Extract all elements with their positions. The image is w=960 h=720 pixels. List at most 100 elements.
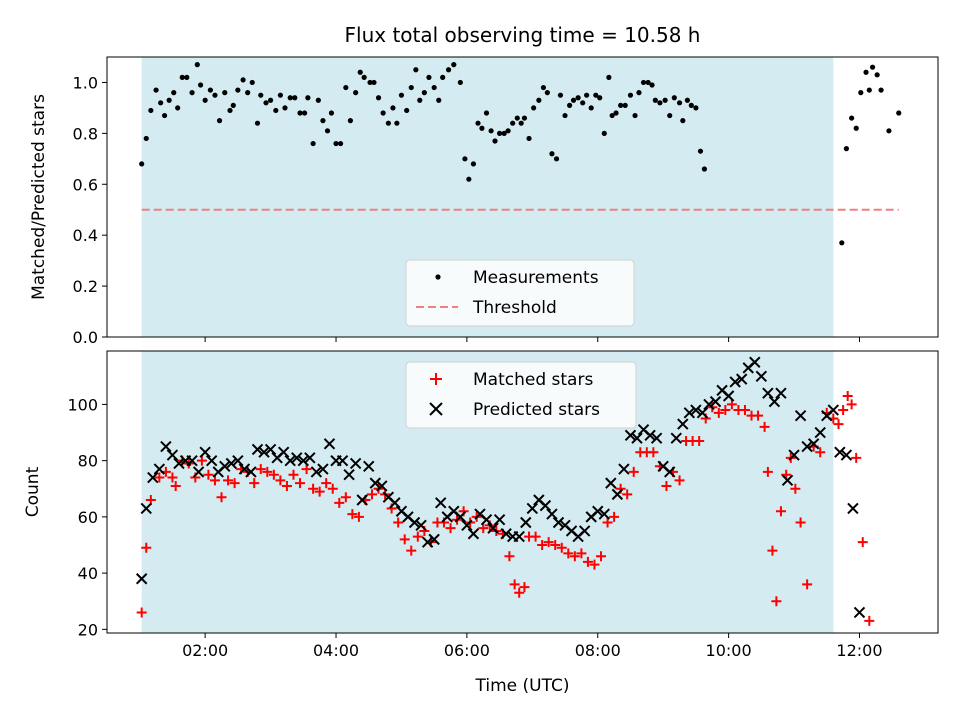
measurement-point [161,112,168,119]
matched-point [223,475,234,486]
predicted-point [389,497,401,509]
predicted-point [467,528,480,540]
matched-point [203,469,214,480]
legend-predicted-marker [429,402,443,416]
measurement-point [609,112,615,119]
measurement-point [249,79,255,86]
predicted-point [238,463,251,475]
predicted-point [696,407,709,419]
matched-point [504,551,515,562]
predicted-point [847,502,859,515]
predicted-point [618,463,630,475]
predicted-point [192,466,205,478]
matched-point [281,480,292,491]
top-legend-box [405,259,635,327]
matched-point [170,480,181,491]
bottom-legend-box [405,361,637,429]
matched-point [753,410,764,421]
predicted-point [749,356,761,368]
matched-point [353,511,364,522]
predicted-point [611,488,624,501]
matched-point [790,483,801,494]
measurement-point [328,110,335,116]
measurement-point [479,125,485,131]
matched-point [262,466,273,477]
predicted-point [670,432,682,444]
predicted-point [251,443,264,456]
predicted-point [683,407,696,419]
measurement-point [466,176,472,182]
measurement-point [684,97,690,103]
y-tick-label: 1.0 [73,73,98,92]
matched-point [576,548,587,559]
measurement-point [451,62,457,68]
predicted-point [644,429,656,442]
y-tick-label: 20 [78,620,98,639]
matched-point [216,492,227,503]
measurement-point [553,156,560,162]
matched-point [347,509,358,520]
predicted-point [722,390,735,402]
predicted-point [277,446,290,458]
predicted-point [650,432,663,444]
predicted-point [768,395,781,408]
predicted-point [297,454,310,467]
matched-point [229,478,240,489]
measurement-point [390,105,396,111]
measurement-point [273,107,279,114]
measurement-point [593,92,599,98]
predicted-point [834,446,846,458]
predicted-point [205,454,218,467]
matched-point [628,466,639,477]
matched-point [196,455,207,466]
measurement-point [536,97,542,103]
measurement-point [222,90,228,96]
measurement-point [839,240,845,246]
predicted-point [539,499,552,512]
measurement-point [688,102,694,108]
matched-point [864,615,875,626]
measurement-point [886,128,892,134]
legend-predicted-label: Predicted stars [473,400,600,420]
measurement-point [139,161,145,167]
matched-stars-points [136,390,875,626]
x-tick-label: 02:00 [182,641,228,660]
measurement-point [567,102,573,108]
legend-matched-marker [430,373,442,385]
matched-point [563,548,574,559]
measurement-point [531,105,537,111]
measurement-point [277,92,283,98]
predicted-point [801,440,813,453]
matched-point [288,469,299,480]
matched-point [167,472,178,483]
predicted-point [781,474,794,487]
measurement-point [267,97,274,103]
predicted-point [461,519,473,532]
y-tick-label: 60 [78,508,98,527]
predicted-point [520,516,532,529]
measurement-point [858,90,864,96]
predicted-point [336,454,349,467]
predicted-point [369,477,381,489]
measurement-point [436,97,442,103]
predicted-stars-points [135,356,866,619]
predicted-point [493,513,506,526]
measurement-point [353,90,359,96]
y-tick-label: 0.2 [73,277,98,296]
measurement-point [426,74,432,80]
measurement-point [580,100,586,106]
measurement-point [462,156,468,162]
x-tick-label: 04:00 [313,641,359,660]
predicted-point [435,497,447,509]
predicted-point [147,471,159,484]
matched-point [543,537,554,548]
measurement-point [148,107,154,114]
measurement-point [676,100,683,106]
predicted-point [624,429,637,442]
chart-title: Flux total observing time = 10.58 h [345,23,701,47]
measurement-point [367,79,373,86]
predicted-point [853,606,866,619]
measurement-point [212,92,218,98]
predicted-point [735,373,748,385]
